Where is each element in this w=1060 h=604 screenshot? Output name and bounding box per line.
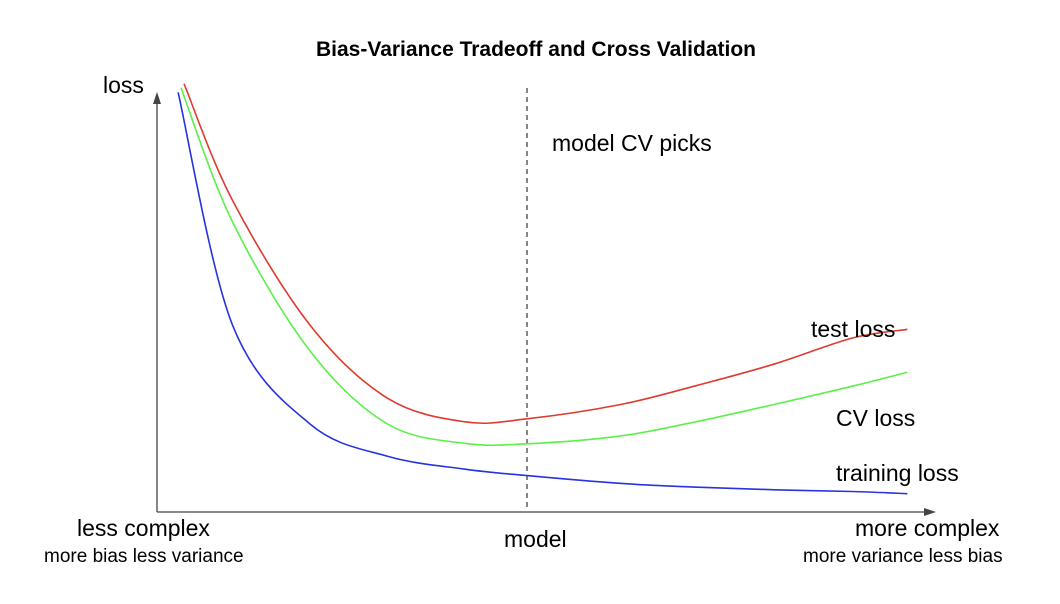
x-axis-center-label: model [504, 526, 567, 552]
x-axis-left-sublabel: more bias less variance [44, 546, 244, 567]
series-line-cv-loss [180, 87, 908, 447]
x-axis-arrowhead [924, 508, 936, 516]
series-line-test-loss [183, 83, 908, 425]
x-axis-left-label: less complex [77, 515, 210, 541]
x-axis-right-sublabel: more variance less bias [803, 546, 1003, 567]
series-line-training-loss [177, 92, 908, 495]
series-label-test-loss: test loss [811, 316, 896, 342]
series-label-cv-loss: CV loss [836, 405, 916, 431]
y-axis-label: loss [103, 72, 144, 98]
vline-annotation: model CV picks [552, 130, 712, 156]
series-label-training-loss: training loss [836, 460, 959, 486]
x-axis-right-label: more complex [855, 515, 1000, 541]
y-axis-arrowhead [153, 92, 161, 104]
chart-title: Bias-Variance Tradeoff and Cross Validat… [316, 38, 756, 61]
